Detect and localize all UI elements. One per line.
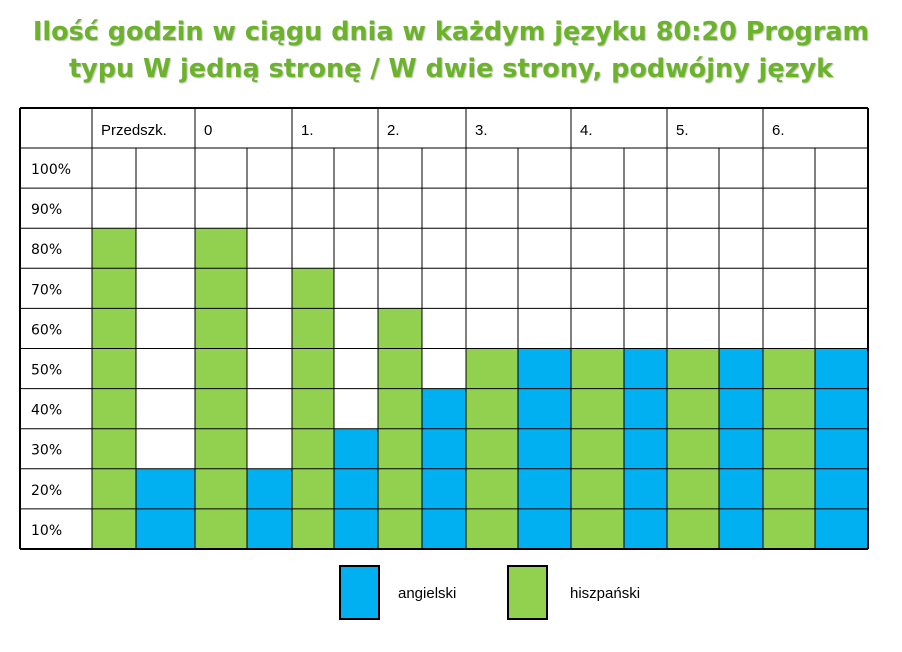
grid-lines: [19, 107, 869, 550]
row-label-6: 40%: [31, 403, 62, 419]
row-label-9: 10%: [31, 523, 62, 539]
row-label-4: 60%: [31, 322, 62, 338]
category-label-1: 0: [204, 122, 212, 139]
category-label-5: 4.: [580, 122, 593, 139]
chart-labels: Przedszk. 0 1. 2. 3. 4. 5. 6. 100% 90% 80% 70% 60% 50…: [31, 122, 785, 539]
legend-label-1: hiszpański: [570, 585, 640, 602]
category-label-2: 1.: [301, 122, 314, 139]
category-label-0: Przedszk.: [101, 122, 167, 139]
row-label-3: 70%: [31, 282, 62, 298]
row-label-8: 20%: [31, 483, 62, 499]
legend-label-0: angielski: [398, 585, 456, 602]
chart-title-line-1: Ilość godzin w ciągu dnia w każdym język…: [32, 17, 870, 47]
legend-swatch-1: [507, 565, 548, 620]
category-label-3: 2.: [387, 122, 400, 139]
row-label-2: 80%: [31, 242, 62, 258]
bar-hiszpanski-7: [763, 348, 815, 549]
bar-hiszpanski-4: [466, 348, 518, 549]
bar-hiszpanski-6: [667, 348, 719, 549]
bar-angielski-4: [518, 348, 571, 549]
row-label-0: 100%: [31, 162, 71, 178]
row-label-5: 50%: [31, 363, 62, 379]
row-label-1: 90%: [31, 202, 62, 218]
bar-angielski-2: [334, 428, 378, 549]
bar-hiszpanski-5: [571, 348, 624, 549]
row-label-7: 30%: [31, 443, 62, 459]
bar-hiszpanski-2: [292, 268, 334, 549]
category-label-4: 3.: [475, 122, 488, 139]
category-label-7: 6.: [772, 122, 785, 139]
legend: angielski hiszpański: [339, 565, 640, 620]
bar-angielski-6: [719, 348, 763, 549]
category-label-6: 5.: [676, 122, 689, 139]
bar-angielski-7: [815, 348, 868, 549]
chart-title: Ilość godzin w ciągu dnia w każdym język…: [0, 14, 902, 88]
bar-angielski-5: [624, 348, 667, 549]
legend-swatch-0: [339, 565, 380, 620]
chart-title-line-2: typu W jedną stronę / W dwie strony, pod…: [68, 54, 834, 84]
